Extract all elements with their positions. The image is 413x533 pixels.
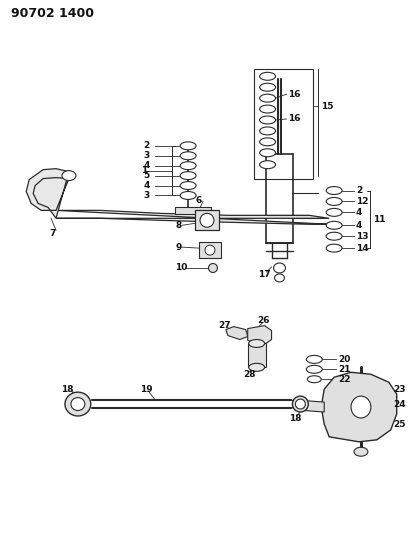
Ellipse shape xyxy=(260,127,275,135)
Ellipse shape xyxy=(249,340,265,348)
Text: 2: 2 xyxy=(356,186,362,195)
Text: 21: 21 xyxy=(338,365,351,374)
Text: 7: 7 xyxy=(49,229,55,238)
Text: 3: 3 xyxy=(143,151,150,160)
Ellipse shape xyxy=(326,187,342,195)
Text: 25: 25 xyxy=(394,421,406,430)
Text: 4: 4 xyxy=(356,221,362,230)
Polygon shape xyxy=(297,400,324,412)
Text: 19: 19 xyxy=(140,385,153,394)
Text: 9: 9 xyxy=(175,243,182,252)
Text: 26: 26 xyxy=(258,316,270,325)
Ellipse shape xyxy=(249,364,265,372)
Text: 2: 2 xyxy=(143,141,150,150)
Bar xyxy=(195,211,219,230)
Text: 4: 4 xyxy=(356,208,362,217)
Text: 18: 18 xyxy=(61,385,74,394)
Ellipse shape xyxy=(71,398,85,410)
Circle shape xyxy=(200,213,214,227)
Ellipse shape xyxy=(292,396,309,412)
Text: 4: 4 xyxy=(143,181,150,190)
Ellipse shape xyxy=(180,142,196,150)
Text: 14: 14 xyxy=(356,244,369,253)
Ellipse shape xyxy=(180,182,196,190)
Ellipse shape xyxy=(351,396,371,418)
Text: 15: 15 xyxy=(321,102,334,110)
Ellipse shape xyxy=(180,152,196,160)
Text: 1: 1 xyxy=(141,166,147,175)
Text: 16: 16 xyxy=(288,115,301,124)
Text: 11: 11 xyxy=(373,215,385,224)
Ellipse shape xyxy=(326,221,342,229)
Text: 27: 27 xyxy=(218,321,230,330)
Polygon shape xyxy=(321,372,397,442)
Circle shape xyxy=(295,399,305,409)
Ellipse shape xyxy=(260,94,275,102)
Ellipse shape xyxy=(326,197,342,205)
Text: 28: 28 xyxy=(244,370,256,379)
Circle shape xyxy=(205,245,215,255)
Ellipse shape xyxy=(260,83,275,91)
Polygon shape xyxy=(26,168,69,219)
Ellipse shape xyxy=(180,161,196,169)
Text: 6: 6 xyxy=(195,196,201,205)
Ellipse shape xyxy=(180,172,196,180)
Ellipse shape xyxy=(275,274,285,282)
Ellipse shape xyxy=(354,447,368,456)
Text: 18: 18 xyxy=(290,415,302,423)
Ellipse shape xyxy=(65,392,91,416)
Ellipse shape xyxy=(326,244,342,252)
Text: 4: 4 xyxy=(143,161,150,170)
Ellipse shape xyxy=(306,356,322,364)
Text: 3: 3 xyxy=(143,191,150,200)
Text: 20: 20 xyxy=(338,355,351,364)
Text: 8: 8 xyxy=(175,221,181,230)
Polygon shape xyxy=(226,327,248,340)
Ellipse shape xyxy=(260,149,275,157)
Text: 12: 12 xyxy=(356,197,368,206)
Ellipse shape xyxy=(273,263,285,273)
Text: 17: 17 xyxy=(258,270,270,279)
Text: 10: 10 xyxy=(175,263,188,272)
Bar xyxy=(254,69,313,179)
Text: 13: 13 xyxy=(356,232,368,241)
Ellipse shape xyxy=(260,138,275,146)
Text: 22: 22 xyxy=(338,375,351,384)
Ellipse shape xyxy=(180,191,196,199)
Text: 5: 5 xyxy=(143,171,150,180)
Text: 24: 24 xyxy=(394,400,406,409)
Ellipse shape xyxy=(260,72,275,80)
Ellipse shape xyxy=(62,171,76,181)
Ellipse shape xyxy=(306,365,322,373)
Text: 23: 23 xyxy=(394,385,406,394)
Bar xyxy=(175,207,211,214)
Bar xyxy=(248,343,266,367)
Ellipse shape xyxy=(307,376,321,383)
Ellipse shape xyxy=(260,161,275,168)
Ellipse shape xyxy=(326,208,342,216)
Bar xyxy=(199,242,221,258)
Ellipse shape xyxy=(260,116,275,124)
Ellipse shape xyxy=(209,263,217,272)
Ellipse shape xyxy=(260,105,275,113)
Text: 16: 16 xyxy=(288,90,301,99)
Polygon shape xyxy=(248,326,272,344)
Text: 90702 1400: 90702 1400 xyxy=(11,7,94,20)
Polygon shape xyxy=(56,211,329,224)
Ellipse shape xyxy=(326,232,342,240)
